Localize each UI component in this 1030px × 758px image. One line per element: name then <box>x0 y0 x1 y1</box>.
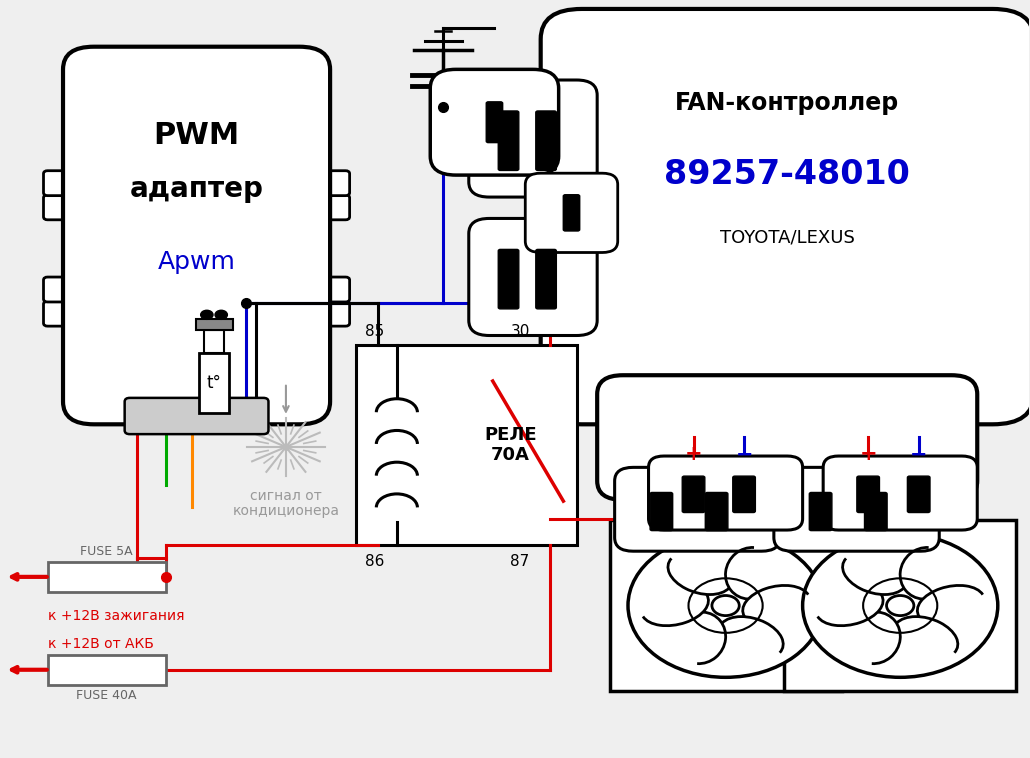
FancyBboxPatch shape <box>732 476 755 512</box>
FancyBboxPatch shape <box>469 80 597 197</box>
Text: FUSE 5A: FUSE 5A <box>80 545 133 558</box>
Bar <box>47 655 166 685</box>
Text: 85: 85 <box>365 324 384 339</box>
FancyBboxPatch shape <box>43 171 98 196</box>
Text: 30: 30 <box>511 324 529 339</box>
FancyBboxPatch shape <box>536 111 556 171</box>
Bar <box>204 330 225 352</box>
Text: к +12В от АКБ: к +12В от АКБ <box>47 637 153 651</box>
FancyBboxPatch shape <box>43 301 98 326</box>
FancyBboxPatch shape <box>536 249 556 309</box>
FancyBboxPatch shape <box>125 398 269 434</box>
FancyBboxPatch shape <box>541 9 1030 424</box>
Text: сигнал от: сигнал от <box>250 488 321 503</box>
Text: t°: t° <box>207 374 221 392</box>
FancyBboxPatch shape <box>43 277 98 302</box>
Text: кондиционера: кондиционера <box>233 503 340 518</box>
FancyBboxPatch shape <box>810 493 832 531</box>
Text: к +12В зажигания: к +12В зажигания <box>47 609 184 622</box>
Text: РЕЛЕ
70А: РЕЛЕ 70А <box>484 426 537 465</box>
FancyBboxPatch shape <box>296 195 349 220</box>
FancyBboxPatch shape <box>469 218 597 336</box>
FancyBboxPatch shape <box>563 195 580 231</box>
Bar <box>355 345 577 545</box>
FancyBboxPatch shape <box>499 111 519 171</box>
FancyBboxPatch shape <box>296 171 349 196</box>
Text: адаптер: адаптер <box>130 175 264 203</box>
FancyBboxPatch shape <box>823 456 977 530</box>
Text: 86: 86 <box>365 554 384 569</box>
FancyBboxPatch shape <box>706 493 728 531</box>
Bar <box>47 562 166 592</box>
Text: 89257-48010: 89257-48010 <box>664 158 911 190</box>
FancyBboxPatch shape <box>597 375 977 500</box>
FancyBboxPatch shape <box>650 493 673 531</box>
FancyBboxPatch shape <box>864 493 887 531</box>
Text: PWM: PWM <box>153 121 240 150</box>
FancyBboxPatch shape <box>431 70 558 175</box>
FancyBboxPatch shape <box>296 277 349 302</box>
FancyBboxPatch shape <box>857 476 880 512</box>
Text: TOYOTA/LEXUS: TOYOTA/LEXUS <box>720 229 855 247</box>
FancyBboxPatch shape <box>525 173 618 252</box>
FancyBboxPatch shape <box>682 476 705 512</box>
FancyBboxPatch shape <box>43 195 98 220</box>
FancyBboxPatch shape <box>499 249 519 309</box>
Circle shape <box>887 596 914 615</box>
Circle shape <box>802 534 998 678</box>
FancyBboxPatch shape <box>615 468 780 551</box>
FancyBboxPatch shape <box>296 301 349 326</box>
FancyBboxPatch shape <box>774 468 939 551</box>
Circle shape <box>201 310 213 319</box>
Circle shape <box>712 596 740 615</box>
Text: 87: 87 <box>511 554 529 569</box>
Bar <box>610 520 842 691</box>
Text: FAN-контроллер: FAN-контроллер <box>675 91 899 115</box>
Circle shape <box>628 534 823 678</box>
FancyBboxPatch shape <box>649 456 802 530</box>
Bar <box>784 520 1017 691</box>
FancyBboxPatch shape <box>486 102 503 143</box>
Text: Apwm: Apwm <box>158 250 236 274</box>
Bar <box>196 318 233 330</box>
Text: +: + <box>685 444 702 465</box>
Circle shape <box>215 310 228 319</box>
Text: +: + <box>859 444 877 465</box>
FancyBboxPatch shape <box>63 47 330 424</box>
Text: FUSE 40A: FUSE 40A <box>76 689 137 703</box>
FancyBboxPatch shape <box>907 476 930 512</box>
Text: −: − <box>909 444 927 465</box>
Bar <box>199 352 230 413</box>
Text: −: − <box>735 444 753 465</box>
